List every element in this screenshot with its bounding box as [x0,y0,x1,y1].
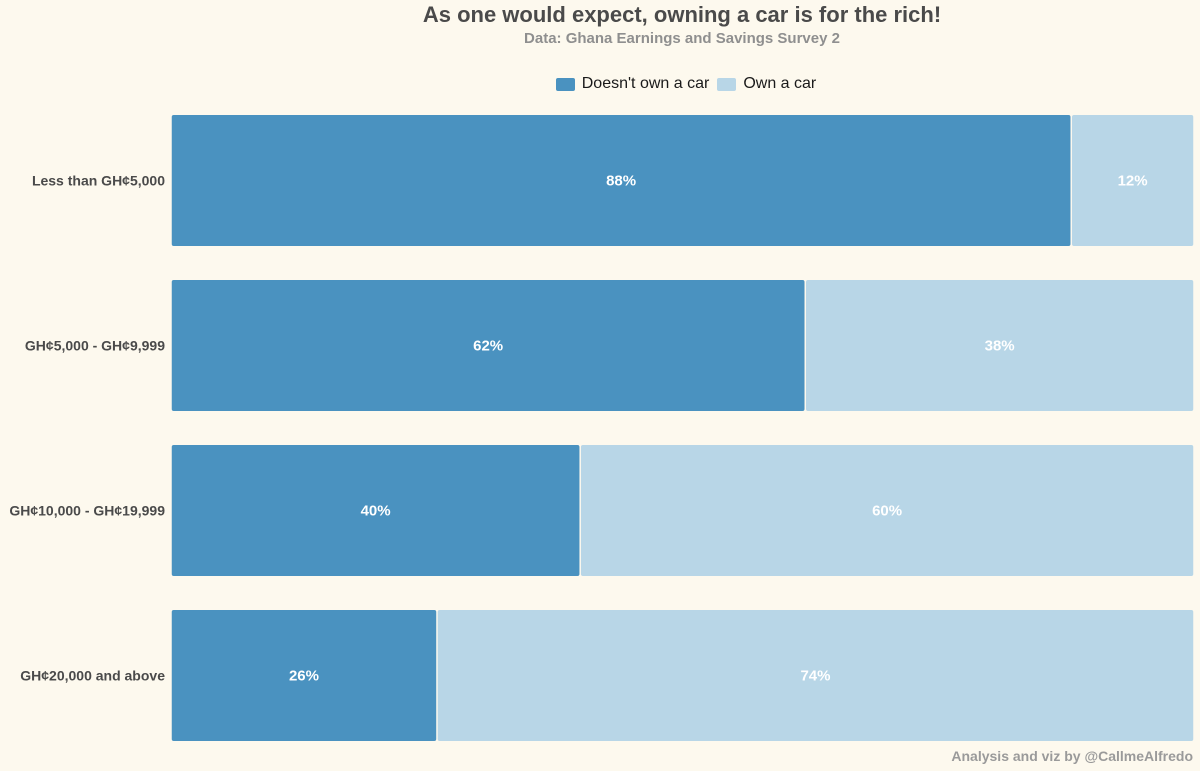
value-label-own-a-car-4: 74% [800,668,830,685]
value-label-own-a-car-3: 60% [872,503,902,520]
value-label-doesn-t-own-a-car-4: 26% [289,668,319,685]
value-label-doesn-t-own-a-car-2: 62% [473,338,503,355]
value-label-doesn-t-own-a-car-1: 88% [606,173,636,190]
bar-own-a-car-2 [806,280,1194,411]
chart-subtitle: Data: Ghana Earnings and Savings Survey … [524,30,840,47]
category-label-1: Less than GH¢5,000 [32,173,165,189]
legend-item-no-car: Doesn't own a car [555,75,710,93]
value-label-doesn-t-own-a-car-3: 40% [361,503,391,520]
chart-caption: Analysis and viz by @CallmeAlfredo [951,748,1193,764]
legend-item-own-car: Own a car [717,75,816,93]
legend: Doesn't own a car Own a car [0,75,1200,93]
legend-swatch-own-car [717,77,737,91]
legend-swatch-no-car [555,77,575,91]
bar-own-a-car-1 [1071,115,1194,246]
value-label-own-a-car-1: 12% [1118,173,1148,190]
bar-own-a-car-4 [437,610,1194,741]
value-label-own-a-car-2: 38% [985,338,1015,355]
bar-doesn-t-own-a-car-1 [171,115,1071,246]
legend-label-no-car: Doesn't own a car [581,75,710,92]
category-label-4: GH¢20,000 and above [20,668,165,684]
bar-own-a-car-3 [580,445,1194,576]
bar-doesn-t-own-a-car-3 [171,445,580,576]
category-label-2: GH¢5,000 - GH¢9,999 [25,338,165,354]
bar-doesn-t-own-a-car-2 [171,280,805,411]
legend-label-own-car: Own a car [743,75,817,92]
bar-doesn-t-own-a-car-4 [171,610,437,741]
chart-title: As one would expect, owning a car is for… [422,2,942,27]
category-label-3: GH¢10,000 - GH¢19,999 [9,503,165,519]
